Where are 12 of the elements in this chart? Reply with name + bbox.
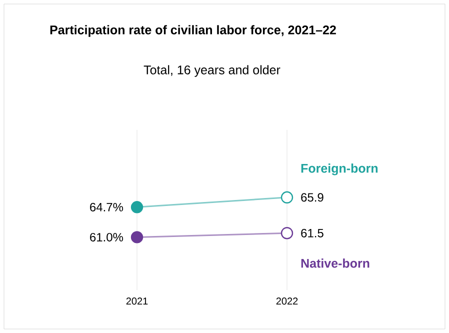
series-label: Foreign-born — [301, 164, 378, 176]
point — [130, 231, 144, 244]
point — [130, 201, 144, 214]
x-tick-label: 2021 — [126, 298, 148, 305]
data-label: 61.0% — [90, 232, 124, 242]
series-label: Native-born — [301, 258, 370, 268]
data-label: 61.5 — [301, 228, 324, 238]
chart-title: Participation rate of civilian labor force, 2021–22 — [50, 25, 336, 37]
data-label: 64.7% — [90, 202, 124, 212]
data-label: 65.9 — [301, 193, 324, 202]
x-tick-label: 2022 — [276, 298, 298, 305]
chart-subtitle: Total, 16 years and older — [144, 65, 280, 77]
